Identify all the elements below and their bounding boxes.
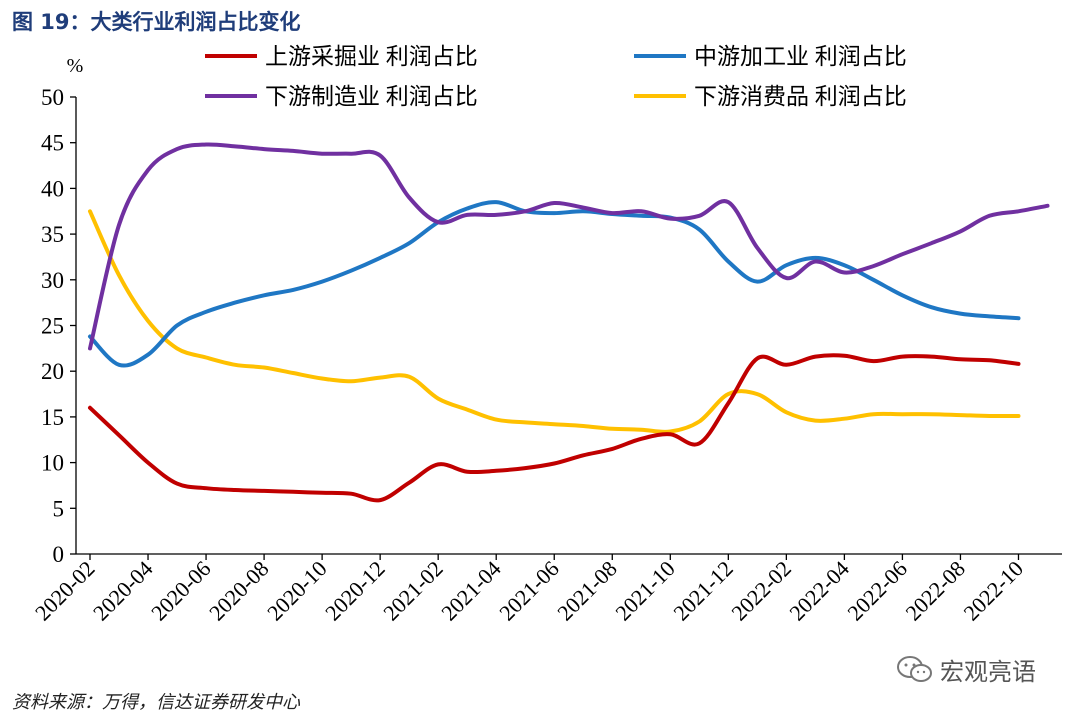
y-tick-label: 40 <box>41 176 64 201</box>
legend-label-4: 下游消费品 利润占比 <box>694 84 907 109</box>
x-tick-label: 2021-10 <box>610 556 680 626</box>
y-tick-label: 5 <box>53 496 65 521</box>
x-tick-label: 2022-08 <box>900 556 970 626</box>
x-tick-label: 2021-04 <box>436 556 506 626</box>
x-tick-label: 2021-02 <box>378 556 448 626</box>
y-tick-label: 50 <box>41 85 64 110</box>
y-tick-label: 25 <box>41 314 64 339</box>
source-note: 资料来源：万得，信达证券研发中心 <box>12 692 300 713</box>
y-axis: 0 5 10 15 20 25 30 35 40 45 50 <box>41 85 77 567</box>
x-tick-label: 2022-04 <box>784 556 854 626</box>
x-tick-label: 2020-04 <box>88 556 158 626</box>
y-tick-label: 10 <box>41 451 64 476</box>
series-line-3 <box>88 142 1050 351</box>
series-line-4 <box>88 209 1021 434</box>
x-tick-label: 2020-12 <box>320 556 390 626</box>
x-tick-label: 2022-10 <box>958 556 1028 626</box>
x-tick-label: 2020-10 <box>262 556 332 626</box>
y-tick-label: 20 <box>41 359 64 384</box>
y-tick-label: 35 <box>41 222 64 247</box>
y-axis-unit-label: % <box>67 55 84 77</box>
y-tick-label: 45 <box>41 131 64 156</box>
x-tick-label: 2022-02 <box>726 556 796 626</box>
watermark-text: 宏观亮语 <box>940 658 1036 686</box>
x-axis: 2020-022020-042020-062020-082020-102020-… <box>30 553 1062 626</box>
x-tick-label: 2021-06 <box>494 556 564 626</box>
figure-title: 图 19：大类行业利润占比变化 <box>12 10 301 34</box>
series-line-1 <box>88 353 1021 503</box>
x-tick-label: 2022-06 <box>842 556 912 626</box>
x-tick-label: 2020-02 <box>30 556 100 626</box>
series-layer <box>88 142 1050 503</box>
x-tick-label: 2020-06 <box>146 556 216 626</box>
y-tick-label: 15 <box>41 405 64 430</box>
x-tick-label: 2021-08 <box>552 556 622 626</box>
series-line-2 <box>88 200 1021 368</box>
y-tick-label: 30 <box>41 268 64 293</box>
watermark: 宏观亮语 <box>896 652 1036 687</box>
legend-label-1: 上游采掘业 利润占比 <box>265 44 478 69</box>
legend-label-2: 中游加工业 利润占比 <box>694 44 907 69</box>
y-tick-label: 0 <box>53 542 65 567</box>
x-tick-label: 2021-12 <box>668 556 738 626</box>
legend-label-3: 下游制造业 利润占比 <box>265 84 478 109</box>
x-tick-label: 2020-08 <box>204 556 274 626</box>
wechat-icon <box>897 655 932 682</box>
